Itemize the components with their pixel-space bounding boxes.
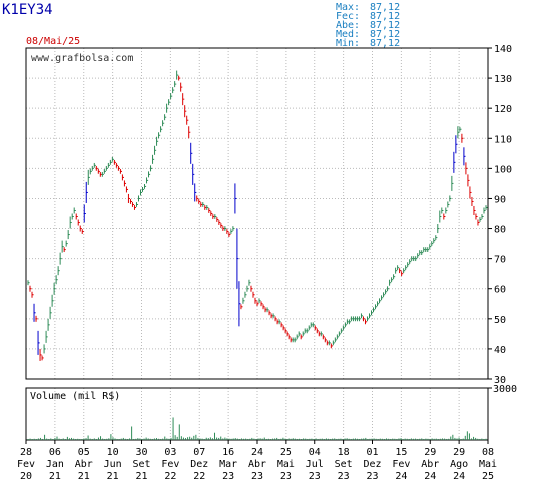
volume-tick-label: 3000 bbox=[493, 384, 517, 395]
x-tick-label: 01 bbox=[366, 447, 378, 458]
x-tick-label: 29 bbox=[453, 447, 465, 458]
price-tick-label: 70 bbox=[494, 255, 506, 266]
x-tick-label: 30 bbox=[135, 447, 147, 458]
stat-min-value: 87,12 bbox=[370, 38, 400, 49]
volume-series bbox=[27, 417, 487, 440]
price-series bbox=[27, 70, 488, 361]
x-tick-label: Fev bbox=[17, 459, 35, 470]
x-tick-label: 20 bbox=[20, 471, 32, 482]
chart-date: 08/Mai/25 bbox=[26, 36, 80, 47]
x-tick-label: 21 bbox=[107, 471, 119, 482]
price-tick-label: 40 bbox=[494, 345, 506, 356]
x-tick-label: 28 bbox=[20, 447, 32, 458]
price-tick-label: 30 bbox=[494, 375, 506, 386]
x-tick-label: Jul bbox=[306, 459, 324, 470]
x-tick-label: 08 bbox=[482, 447, 494, 458]
x-tick-label: Ago bbox=[450, 459, 468, 470]
x-tick-label: Jan bbox=[46, 459, 64, 470]
stat-fec-value: 87,12 bbox=[370, 11, 400, 22]
x-tick-label: 22 bbox=[193, 471, 205, 482]
price-tick-label: 90 bbox=[494, 194, 506, 205]
x-tick-label: 25 bbox=[482, 471, 494, 482]
watermark: www.grafbolsa.com bbox=[31, 53, 133, 64]
ticker-symbol: K1EY34 bbox=[2, 2, 53, 18]
price-tick-label: 140 bbox=[494, 44, 512, 55]
volume-y-axis: 3000 bbox=[488, 384, 517, 395]
x-tick-label: 24 bbox=[424, 471, 436, 482]
x-tick-label: 25 bbox=[280, 447, 292, 458]
x-tick-label: 04 bbox=[309, 447, 321, 458]
x-tick-label: 23 bbox=[251, 471, 263, 482]
x-tick-label: 10 bbox=[107, 447, 119, 458]
x-tick-label: Set bbox=[335, 459, 353, 470]
x-axis: 28Fev2006Jan2105Abr2110Jun2130Set2103Fev… bbox=[17, 440, 497, 482]
x-tick-label: Dez bbox=[363, 459, 381, 470]
x-tick-label: 21 bbox=[78, 471, 90, 482]
volume-label: Volume (mil R$) bbox=[30, 391, 120, 402]
price-tick-label: 100 bbox=[494, 164, 512, 175]
x-tick-label: 21 bbox=[135, 471, 147, 482]
x-tick-label: Mai bbox=[479, 459, 497, 470]
x-tick-label: 03 bbox=[164, 447, 176, 458]
stats-panel: Max: 87,12 Fec: 87,12 Abe: 87,12 Med: 87… bbox=[336, 2, 400, 49]
stat-med-label: Med: bbox=[336, 29, 360, 40]
x-tick-label: 16 bbox=[222, 447, 234, 458]
stat-abe-label: Abe: bbox=[336, 20, 360, 31]
x-tick-label: Set bbox=[132, 459, 150, 470]
stat-med-value: 87,12 bbox=[370, 29, 400, 40]
stat-fec-label: Fec: bbox=[336, 11, 360, 22]
x-tick-label: 22 bbox=[164, 471, 176, 482]
x-tick-label: 15 bbox=[395, 447, 407, 458]
stat-min-label: Min: bbox=[336, 38, 360, 49]
x-tick-label: 18 bbox=[338, 447, 350, 458]
price-tick-label: 110 bbox=[494, 134, 512, 145]
x-tick-label: 23 bbox=[222, 471, 234, 482]
x-tick-label: Jun bbox=[104, 459, 122, 470]
x-tick-label: 23 bbox=[280, 471, 292, 482]
price-plot-frame bbox=[25, 47, 489, 380]
x-tick-label: Mai bbox=[277, 459, 295, 470]
price-tick-label: 130 bbox=[494, 74, 512, 85]
x-tick-label: 23 bbox=[366, 471, 378, 482]
stat-abe-value: 87,12 bbox=[370, 20, 400, 31]
price-tick-label: 50 bbox=[494, 315, 506, 326]
x-tick-label: 24 bbox=[251, 447, 263, 458]
x-tick-label: Abr bbox=[248, 459, 266, 470]
x-tick-label: 24 bbox=[453, 471, 465, 482]
x-tick-label: Mar bbox=[219, 459, 237, 470]
x-tick-label: Fev bbox=[161, 459, 179, 470]
x-tick-label: 23 bbox=[338, 471, 350, 482]
x-tick-label: 29 bbox=[424, 447, 436, 458]
price-tick-label: 80 bbox=[494, 225, 506, 236]
price-y-axis: 30 40 50 60 70 80 90 100 110 120 130 140 bbox=[488, 44, 512, 386]
price-tick-label: 120 bbox=[494, 104, 512, 115]
x-tick-label: 24 bbox=[395, 471, 407, 482]
x-tick-label: 23 bbox=[309, 471, 321, 482]
x-tick-label: Abr bbox=[421, 459, 439, 470]
x-tick-label: Fev bbox=[392, 459, 410, 470]
price-tick-label: 60 bbox=[494, 285, 506, 296]
stat-max-label: Max: bbox=[336, 2, 360, 13]
stat-max-value: 87,12 bbox=[370, 2, 400, 13]
x-tick-label: Abr bbox=[75, 459, 93, 470]
x-tick-label: 05 bbox=[78, 447, 90, 458]
price-grid bbox=[26, 47, 488, 380]
x-tick-label: 07 bbox=[193, 447, 205, 458]
x-tick-label: Dez bbox=[190, 459, 208, 470]
x-tick-label: 21 bbox=[49, 471, 61, 482]
x-tick-label: 06 bbox=[49, 447, 61, 458]
